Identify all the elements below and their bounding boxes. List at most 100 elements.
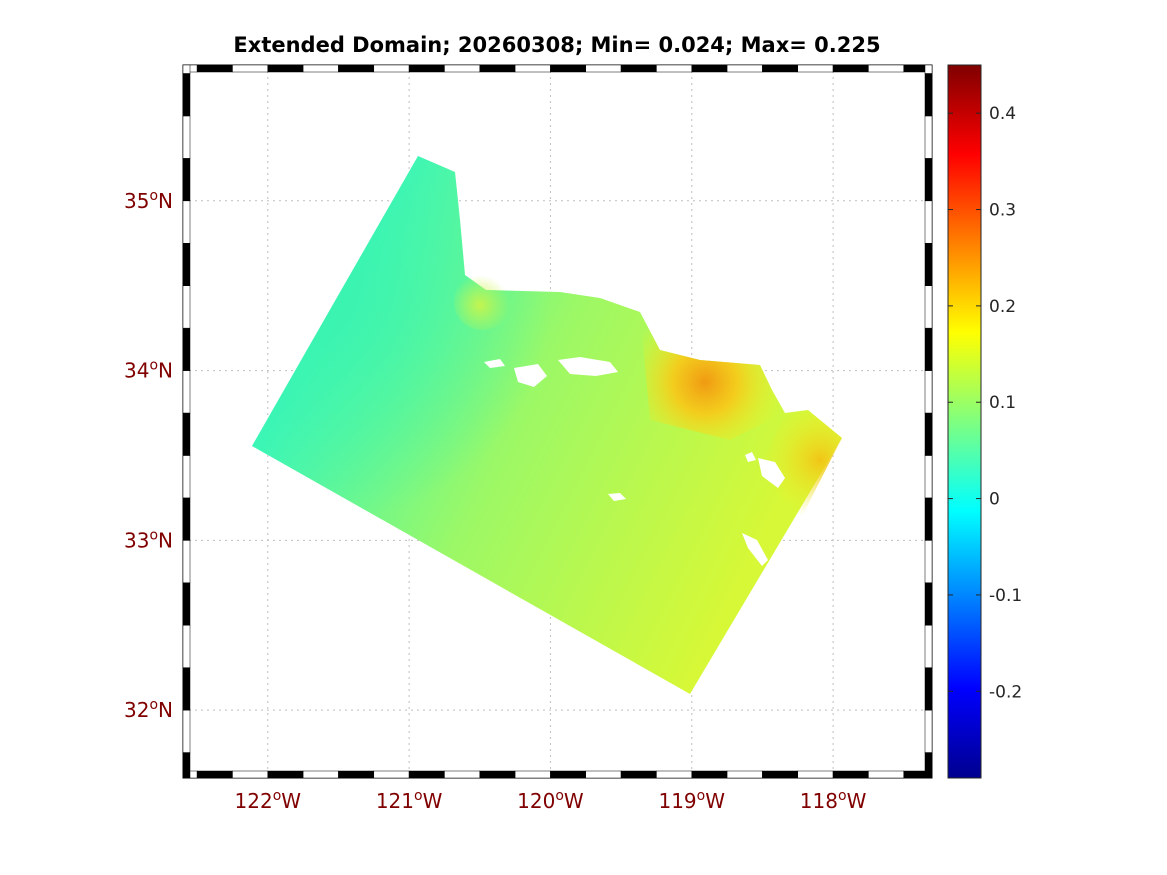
frame-segment: [479, 64, 516, 73]
frame-segment: [182, 455, 191, 499]
frame-segment: [656, 770, 693, 779]
frame-segment: [924, 624, 933, 668]
frame-segment: [550, 64, 587, 73]
frame-segment: [868, 64, 904, 73]
frame-segment: [585, 64, 622, 73]
frame-segment: [924, 667, 933, 711]
frame-segment: [196, 64, 233, 73]
island-santa-rosa: [514, 364, 547, 387]
frame-segment: [182, 412, 191, 456]
lat-tick-label: 33oN: [124, 527, 173, 552]
islands: [484, 357, 785, 566]
frame-segment: [924, 412, 933, 456]
lon-tick-label: 120oW: [517, 788, 584, 813]
frame-segment: [797, 64, 834, 73]
frame-segment: [550, 770, 587, 779]
frame-segment: [585, 770, 622, 779]
colorbar-tick-label: 0.2: [989, 297, 1016, 317]
frame-segment: [924, 115, 933, 159]
frame-segment: [444, 64, 481, 73]
hotspot-point-conception: [454, 274, 510, 330]
colorbar-tick-label: 0: [989, 490, 1000, 510]
island-santa-barbara: [745, 452, 756, 462]
frame-segment: [182, 158, 191, 202]
frame-segment: [182, 370, 191, 414]
frame-segment: [924, 540, 933, 584]
frame-segment: [373, 770, 410, 779]
frame-segment: [924, 370, 933, 414]
cool-region: [252, 156, 842, 694]
frame-segment: [924, 327, 933, 371]
island-san-nicolas: [608, 493, 626, 501]
frame-segment: [182, 327, 191, 371]
frame-segment: [924, 497, 933, 541]
frame-segment: [267, 770, 304, 779]
colorbar: [947, 64, 982, 779]
frame-segment: [232, 770, 269, 779]
frame-segment: [408, 770, 445, 779]
lon-tick-label: 118oW: [800, 788, 867, 813]
frame-segment: [338, 64, 375, 73]
lon-tick-label: 121oW: [376, 788, 443, 813]
colorbar-tick-label: 0.4: [989, 104, 1016, 124]
frame-segment: [514, 770, 551, 779]
colorbar-tick-label: -0.1: [989, 586, 1022, 606]
colorbar-tick-label: 0.3: [989, 201, 1016, 221]
frame-segment: [924, 64, 933, 74]
hotspot-southeast: [760, 410, 842, 520]
frame-segment: [797, 770, 834, 779]
frame-segment: [832, 770, 869, 779]
colorbar-tick-label: 0.1: [989, 393, 1016, 413]
frame-segment: [267, 64, 304, 73]
frame-segment: [762, 770, 798, 779]
frame-segment: [444, 770, 481, 779]
colorbar-tick-label: -0.2: [989, 682, 1022, 702]
frame-segment: [726, 64, 763, 73]
frame-segment: [182, 497, 191, 541]
frame-segment: [182, 243, 191, 286]
island-san-clemente: [742, 533, 768, 566]
frame-segment: [182, 540, 191, 584]
frame-segment: [514, 64, 551, 73]
hotspot-ventura: [640, 312, 785, 440]
frame-segment: [924, 158, 933, 202]
frame-segment: [182, 667, 191, 711]
lat-tick-label: 32oN: [124, 697, 173, 722]
frame-segment: [338, 770, 375, 779]
frame-segment: [620, 64, 657, 73]
frame-segment: [182, 200, 191, 244]
frame-segment: [762, 64, 798, 73]
frame-segment: [182, 115, 191, 159]
data-field: [252, 156, 842, 694]
longitude-labels: 122oW 121oW 120oW 119oW 118oW: [235, 788, 867, 813]
latitude-labels: 35oN 34oN 33oN 32oN: [124, 188, 173, 722]
frame-segment: [924, 582, 933, 626]
frame-segment: [726, 770, 763, 779]
lon-tick-label: 119oW: [658, 788, 725, 813]
frame-segment: [924, 285, 933, 329]
frame-segment: [691, 64, 728, 73]
frame-segment: [182, 752, 191, 779]
frame-segment: [924, 243, 933, 286]
frame-segment: [924, 455, 933, 499]
frame-segment: [656, 64, 693, 73]
frame-segment: [868, 770, 904, 779]
frame-segment: [302, 64, 339, 73]
island-san-miguel: [484, 359, 505, 368]
frame-segment: [182, 624, 191, 668]
map-frame-border: [182, 64, 933, 779]
frame-segment: [691, 770, 728, 779]
frame-segment: [373, 64, 410, 73]
frame-segment: [182, 73, 191, 117]
frame-segment: [182, 64, 191, 74]
lon-tick-label: 122oW: [235, 788, 302, 813]
frame-segment: [182, 285, 191, 329]
frame-segment: [182, 709, 191, 753]
frame-segment: [924, 73, 933, 117]
island-catalina: [758, 458, 785, 488]
frame-segment: [196, 770, 233, 779]
frame-segment: [832, 64, 869, 73]
island-santa-cruz: [558, 357, 618, 376]
frame-segment: [182, 582, 191, 626]
